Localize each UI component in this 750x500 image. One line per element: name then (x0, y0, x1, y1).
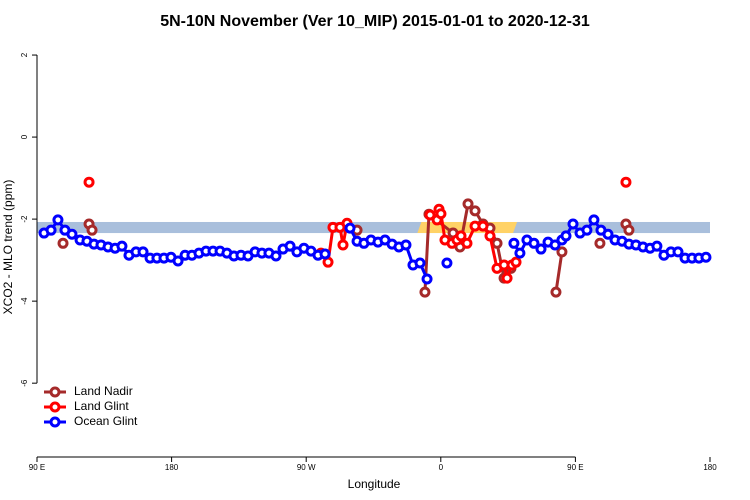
data-point (284, 240, 296, 252)
highlight-region (417, 221, 518, 234)
data-point (319, 248, 331, 260)
data-point (581, 224, 593, 236)
data-point (477, 220, 489, 232)
x-tick-label: 180 (703, 463, 717, 472)
data-point (137, 246, 149, 258)
data-point (501, 272, 513, 284)
data-point (461, 237, 473, 249)
data-point (491, 237, 503, 249)
legend-label: Land Glint (74, 399, 129, 413)
x-tick-label: 90 E (29, 463, 45, 472)
data-point (337, 239, 349, 251)
chart-title: 5N-10N November (Ver 10_MIP) 2015-01-01 … (160, 13, 590, 30)
data-point (270, 250, 282, 262)
data-point (549, 239, 561, 251)
legend-marker (49, 401, 61, 413)
y-tick-label: -2 (20, 215, 29, 223)
data-point (469, 205, 481, 217)
data-point (672, 246, 684, 258)
data-point (556, 246, 568, 258)
data-point (567, 218, 579, 230)
data-point (462, 198, 474, 210)
data-point (528, 237, 540, 249)
reference-band (37, 221, 710, 234)
data-point (550, 286, 562, 298)
data-point (455, 230, 467, 242)
lines-layer (38, 176, 712, 298)
x-tick-label: 90 E (567, 463, 583, 472)
data-point (620, 176, 632, 188)
data-point (414, 257, 426, 269)
data-point (594, 237, 606, 249)
data-point (424, 209, 436, 221)
y-tick-label: -6 (20, 379, 29, 387)
y-tick-label: 2 (20, 52, 29, 57)
legend-marker (49, 416, 61, 428)
data-point (535, 243, 547, 255)
series-line (87, 200, 631, 293)
data-point (66, 228, 78, 240)
data-point (52, 214, 64, 226)
legend-label: Ocean Glint (74, 414, 138, 428)
legend-marker (49, 386, 61, 398)
data-point (172, 255, 184, 267)
data-point (441, 257, 453, 269)
data-point (86, 224, 98, 236)
legend-label: Land Nadir (74, 384, 133, 398)
data-point (83, 176, 95, 188)
data-point (588, 214, 600, 226)
data-point (45, 224, 57, 236)
data-point (419, 286, 431, 298)
data-point (57, 237, 69, 249)
x-tick-label: 180 (165, 463, 179, 472)
data-point (116, 240, 128, 252)
data-point (508, 237, 520, 249)
data-point (651, 240, 663, 252)
x-axis-label: Longitude (348, 477, 401, 491)
data-point (400, 239, 412, 251)
data-point (560, 230, 572, 242)
x-tick-label: 90 W (297, 463, 316, 472)
y-axis-label: XCO2 - MLO trend (ppm) (1, 180, 15, 315)
data-point (623, 224, 635, 236)
y-tick-label: -4 (20, 297, 29, 305)
data-point (514, 247, 526, 259)
data-point (602, 228, 614, 240)
data-point (435, 208, 447, 220)
data-point (700, 251, 712, 263)
axes-layer: 90 E 180 90 W 0 90 E 180 -6 -4 -2 0 2 (20, 52, 717, 472)
data-point (510, 256, 522, 268)
data-point (344, 222, 356, 234)
data-point (421, 273, 433, 285)
y-tick-label: 0 (20, 134, 29, 139)
x-tick-label: 0 (439, 463, 444, 472)
data-point (484, 230, 496, 242)
